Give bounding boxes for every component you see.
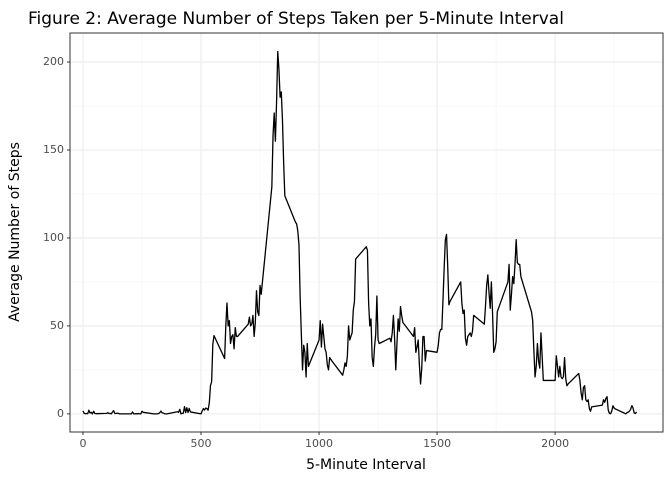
x-tick-label: 0 [79,437,86,450]
plot-panel [70,33,663,432]
x-tick-label: 2000 [541,437,569,450]
data-line [82,50,638,415]
x-axis-label: 5-Minute Interval [306,457,426,473]
panel-border [69,32,664,433]
x-tick-label: 1000 [305,437,333,450]
y-tick-label: 200 [43,55,64,68]
y-tick-label: 150 [43,143,64,156]
y-tick-label: 0 [57,407,64,420]
x-tick-label: 500 [191,437,212,450]
y-tick-label: 100 [43,231,64,244]
x-tick-label: 1500 [423,437,451,450]
y-tick-label: 50 [50,319,64,332]
chart-title: Figure 2: Average Number of Steps Taken … [28,9,564,29]
y-axis-label: Average Number of Steps [7,142,23,322]
